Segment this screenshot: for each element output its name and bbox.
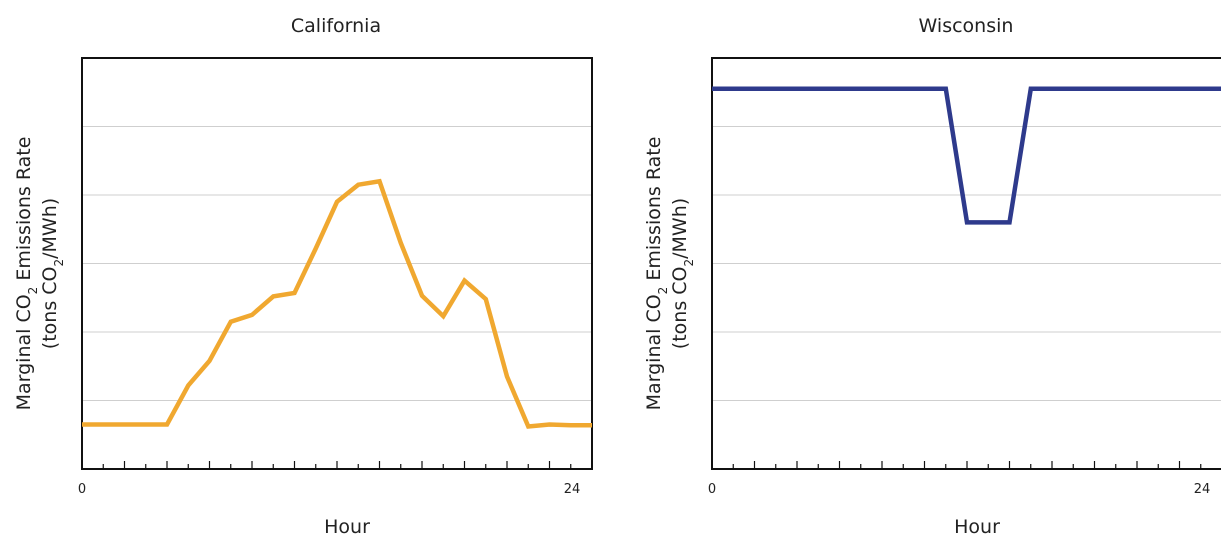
- y-axis-label-units: (tons CO2/MWh): [669, 198, 696, 349]
- x-axis-label: Hour: [324, 516, 370, 538]
- y-axis-label: Marginal CO2 Emissions Rate: [643, 137, 670, 411]
- x-tick-label: 24: [1194, 482, 1211, 497]
- chart-title: California: [291, 15, 381, 37]
- x-axis-label: Hour: [954, 516, 1000, 538]
- chart-panel-2: Wisconsin 0 24 Hour Marginal CO2 Emissions R…: [643, 15, 1221, 538]
- chart-title: Wisconsin: [919, 15, 1014, 37]
- y-axis-label-units: (tons CO2/MWh): [39, 198, 66, 349]
- series-line: [712, 86, 1221, 225]
- x-tick-label: 0: [708, 482, 716, 497]
- y-axis-label: Marginal CO2 Emissions Rate: [13, 137, 40, 411]
- x-tick-label: 0: [78, 482, 86, 497]
- x-tick-label: 24: [564, 482, 581, 497]
- series-line: [82, 178, 592, 429]
- chart-panel-1: California 0 24 Hour Marginal CO2 Emissions …: [13, 15, 593, 538]
